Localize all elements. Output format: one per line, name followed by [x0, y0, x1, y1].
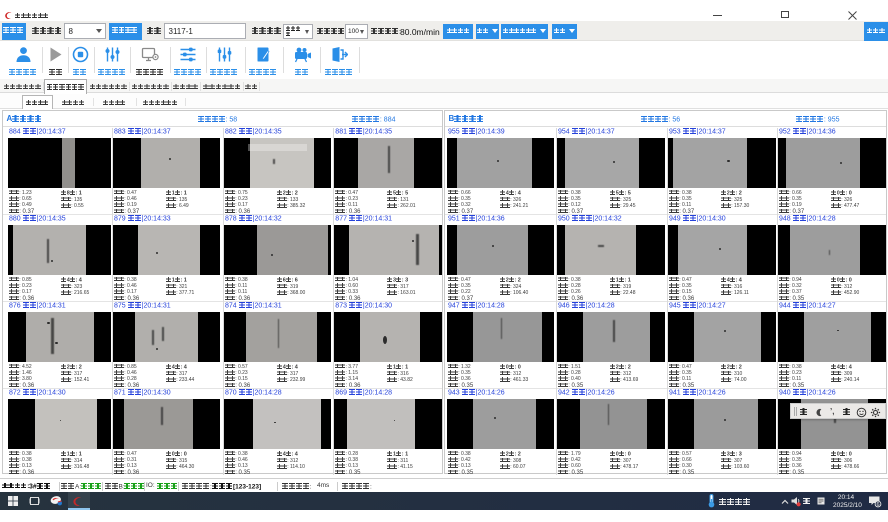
svg-text:6: 6: [876, 502, 879, 508]
